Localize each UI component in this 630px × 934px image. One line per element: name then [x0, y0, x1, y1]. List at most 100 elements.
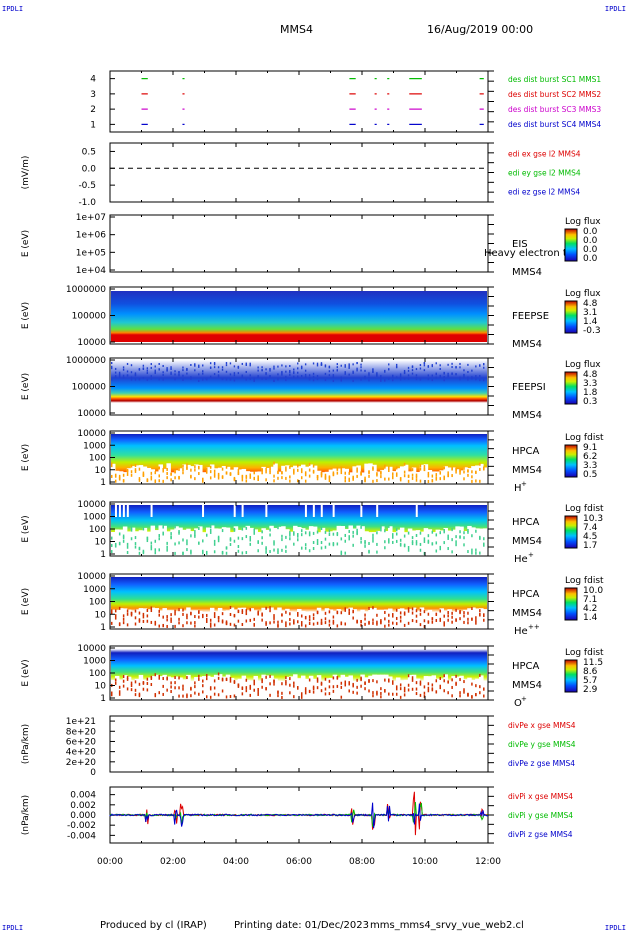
spectrogram-pixel — [277, 694, 279, 698]
spectrogram-pixel — [380, 528, 382, 532]
spectrogram-pixel — [312, 469, 315, 473]
spectrogram-pixel — [281, 476, 283, 480]
spectrogram-gap — [261, 528, 266, 554]
spectrogram-pixel — [194, 532, 196, 536]
spectrogram-pixel — [162, 525, 164, 529]
spectrogram-pixel — [122, 679, 125, 683]
colorbar-tick-label: 4.5 — [583, 532, 597, 542]
spectrogram-gap — [324, 531, 330, 554]
spectrogram-pixel — [332, 543, 335, 547]
spectrogram-pixel — [415, 533, 418, 537]
spectrogram-pixel — [209, 622, 212, 626]
spectrogram-pixel — [233, 623, 236, 627]
spectrogram-pixel — [376, 680, 378, 684]
spectrogram-pixel — [483, 542, 485, 546]
spectrogram-pixel — [471, 534, 473, 538]
spectrogram-pixel — [459, 362, 461, 365]
spectrogram-gap — [225, 674, 231, 698]
spectrogram-pixel — [312, 690, 315, 694]
spectrogram-pixel — [372, 539, 374, 543]
spectrogram-pixel — [202, 679, 204, 683]
spectrogram-pixel — [134, 616, 137, 620]
spectrogram-gap — [439, 608, 444, 627]
spectrogram-gap — [467, 468, 472, 482]
spectrogram-pixel — [324, 537, 327, 541]
spectrogram-pixel — [467, 469, 469, 473]
spectrogram-pixel — [190, 376, 192, 379]
spectrogram-gap — [479, 608, 484, 627]
spectrogram-pixel — [439, 367, 441, 370]
spectrogram-pixel — [300, 366, 303, 369]
spectrogram-pixel — [435, 690, 438, 694]
spectrogram-pixel — [312, 531, 315, 535]
spectrogram-gap — [190, 681, 195, 698]
spectrogram-gap — [312, 505, 315, 517]
spectrogram-gap — [368, 463, 373, 482]
colorbar-tick-label: 3.3 — [583, 379, 597, 389]
spectrogram-pixel — [217, 370, 220, 373]
spectrogram-pixel — [368, 372, 370, 375]
spectrogram-gap — [289, 531, 294, 554]
spectrogram-pixel — [241, 478, 244, 482]
spectrogram-pixel — [463, 611, 465, 615]
spectrogram-pixel — [463, 614, 465, 618]
spectrogram-pixel — [162, 684, 164, 688]
spectrogram-pixel — [332, 615, 335, 619]
spectrogram-pixel — [403, 543, 406, 547]
spectrogram-pixel — [451, 694, 453, 698]
spectrogram-pixel — [130, 371, 133, 374]
spectrogram-pixel — [316, 621, 319, 625]
spectrogram-pixel — [407, 369, 410, 372]
spectrogram-pixel — [384, 464, 386, 468]
spectrogram-pixel — [459, 530, 461, 534]
spectrogram-pixel — [431, 530, 434, 534]
spectrogram-pixel — [399, 695, 402, 699]
spectrogram-pixel — [122, 366, 125, 369]
spectrogram-gap — [249, 527, 255, 554]
spectrogram-pixel — [471, 475, 473, 479]
spectrogram-pixel — [269, 606, 271, 610]
spectrogram-pixel — [213, 362, 216, 365]
spectrogram-gap — [320, 472, 326, 482]
spectrogram-pixel — [174, 542, 176, 546]
spectrogram-pixel — [427, 365, 430, 368]
spectrogram-gap — [293, 674, 298, 698]
spectrogram-pixel — [134, 680, 137, 684]
spectrogram-gap — [372, 464, 377, 482]
spectrogram-pixel — [312, 372, 315, 375]
spectrogram-pixel — [427, 474, 430, 478]
spectrogram-pixel — [178, 686, 180, 690]
spectrogram-gap — [162, 608, 167, 627]
spectrogram-pixel — [344, 622, 347, 626]
spectrogram-gap — [114, 470, 120, 482]
spectrogram-pixel — [209, 528, 212, 532]
spectrogram-pixel — [158, 691, 160, 695]
spectrogram-pixel — [399, 378, 402, 381]
spectrogram-pixel — [443, 372, 445, 375]
spectrogram-gap — [289, 467, 294, 482]
spectrogram-pixel — [384, 379, 386, 382]
spectrogram-gap — [166, 610, 171, 627]
spectrogram-pixel — [447, 372, 449, 375]
spectrogram-pixel — [328, 692, 331, 696]
spacecraft-title: MMS4 — [280, 23, 313, 36]
spectrogram-pixel — [277, 526, 279, 530]
spectrogram-pixel — [364, 479, 366, 483]
spectrogram-pixel — [407, 688, 410, 692]
spectrogram-pixel — [174, 686, 176, 690]
spectrogram-pixel — [384, 617, 386, 621]
spectrogram-gap — [229, 607, 235, 627]
spectrogram-pixel — [249, 362, 251, 365]
spectrogram-pixel — [289, 364, 291, 367]
spectrogram-pixel — [475, 365, 477, 368]
y-tick-label: 0.002 — [70, 801, 96, 811]
spectrogram-pixel — [261, 471, 263, 475]
spectrogram-pixel — [130, 378, 133, 381]
spectrogram-pixel — [281, 538, 283, 542]
spectrogram-gap — [114, 675, 120, 698]
spectrogram-pixel — [467, 692, 469, 696]
y-tick-label: 1 — [90, 120, 96, 130]
spectrogram-gap — [332, 674, 338, 698]
spectrogram-gap — [320, 680, 326, 698]
spectrogram-pixel — [158, 474, 160, 478]
